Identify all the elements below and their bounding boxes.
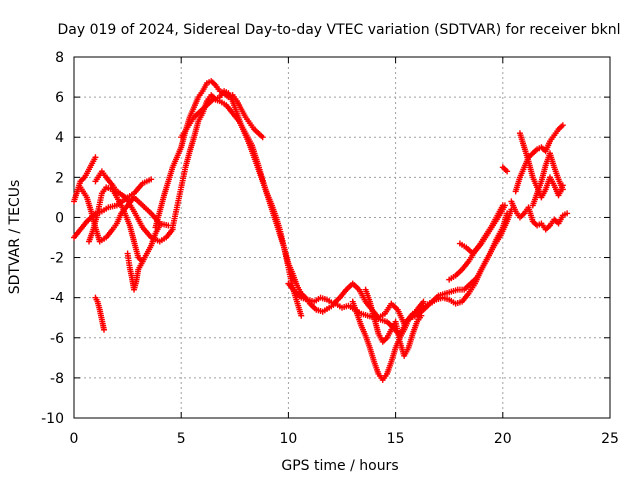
series-track-7 (92, 294, 108, 333)
data-point-marker (101, 326, 108, 333)
x-tick-labels: 0 5 10 15 20 25 (70, 431, 619, 447)
y-tick-label: 8 (55, 50, 64, 66)
x-tick-label: 10 (279, 431, 297, 447)
data-point-marker (418, 312, 425, 319)
y-axis-title: SDTVAR / TECUs (7, 180, 23, 295)
series-track-16 (499, 164, 511, 175)
x-axis-title: GPS time / hours (281, 458, 398, 474)
series-track-12 (349, 298, 427, 383)
data-point-marker (148, 176, 155, 183)
axis-ticks (73, 56, 611, 419)
data-point-marker (559, 186, 566, 193)
data-point-marker (504, 168, 511, 175)
series-track-10 (178, 96, 305, 319)
x-tick-label: 15 (387, 431, 405, 447)
series-track-13 (362, 286, 425, 359)
y-tick-label: -6 (50, 331, 64, 347)
data-point-marker (564, 210, 571, 217)
data-point-marker (259, 134, 266, 141)
x-tick-label: 0 (70, 431, 79, 447)
x-tick-label: 25 (601, 431, 619, 447)
data-point-marker (92, 154, 99, 161)
y-tick-label: -8 (50, 371, 64, 387)
y-tick-labels: -10 -8 -6 -4 -2 0 2 4 6 8 (41, 50, 64, 427)
y-tick-label: 6 (55, 90, 64, 106)
x-tick-label: 20 (494, 431, 512, 447)
x-tick-label: 5 (177, 431, 186, 447)
series-track-15 (456, 202, 506, 257)
series-track-18 (516, 130, 566, 201)
y-tick-label: 0 (55, 210, 64, 226)
y-tick-label: 4 (55, 130, 64, 146)
data-series (71, 78, 571, 383)
series-track-20 (529, 150, 566, 209)
y-tick-label: -2 (50, 251, 64, 267)
data-point-marker (499, 202, 506, 209)
y-tick-label: 2 (55, 170, 64, 186)
series-track-6 (124, 250, 146, 293)
chart-title: Day 019 of 2024, Sidereal Day-to-day VTE… (58, 22, 621, 38)
data-point-marker (559, 122, 566, 129)
data-point-marker (420, 298, 427, 305)
series-track-11 (285, 206, 515, 327)
series-track-19 (508, 198, 571, 233)
data-point-marker (298, 312, 305, 319)
series-track-5 (92, 168, 176, 245)
y-tick-label: -10 (41, 411, 64, 427)
data-point-marker (139, 258, 146, 265)
y-tick-label: -4 (50, 291, 64, 307)
series-track-2 (71, 154, 99, 205)
series-track-9 (169, 88, 511, 339)
